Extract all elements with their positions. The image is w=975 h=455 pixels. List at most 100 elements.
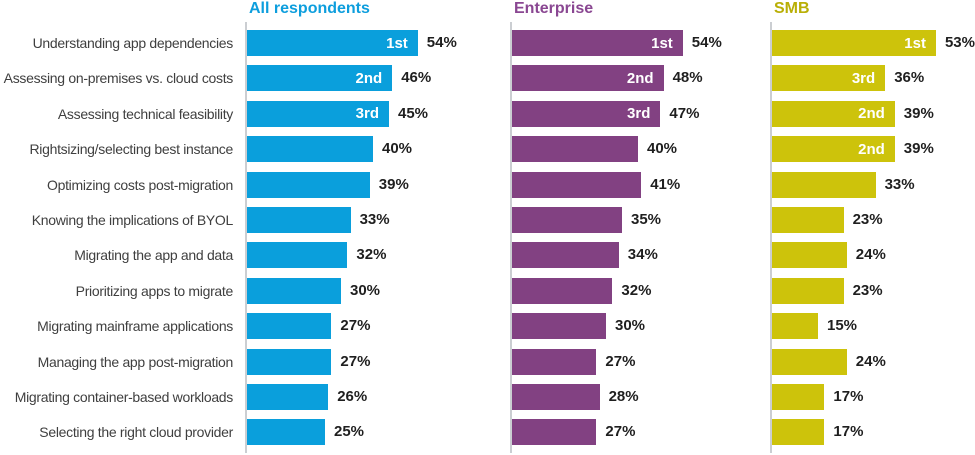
category-label-row: Prioritizing apps to migrate [0,278,234,313]
value-label: 30% [350,281,381,299]
bar-row: 23% [770,277,975,313]
bar-all-respondents [245,383,329,410]
bar-row: 2nd 39% [770,100,975,136]
bar-all-respondents [245,419,325,446]
value-label: 40% [382,140,413,158]
bar-row: 24% [770,242,975,277]
bar-smb [770,206,844,233]
bar-row: 34% [510,242,770,277]
value-label: 17% [833,387,864,405]
bar-all-respondents [245,348,332,375]
value-label: 33% [359,210,390,228]
value-label: 39% [903,140,934,158]
bar-rows-enterprise: 1st 54% 2nd 48% 3rd 47% 40% 41% 35% 34% 32% 30% 27% 2… [510,30,770,455]
rank-badge: 2nd [858,140,885,158]
category-label-row: Understanding app dependencies [0,30,234,65]
bar-all-respondents [245,313,332,340]
bar-all-respondents [245,171,370,198]
category-label-row: Optimizing costs post-migration [0,172,233,207]
rank-badge: 2nd [858,105,885,123]
bar-enterprise [510,206,622,233]
category-label: Assessing on-premises vs. cloud costs [3,70,234,87]
rank-badge: 3rd [355,105,379,123]
rank-badge: 1st [651,34,673,52]
bar-row: 28% [510,383,770,419]
series-header-all-respondents: All respondents [249,0,370,17]
value-label: 32% [356,246,387,264]
value-label: 28% [608,387,639,405]
bar-row: 3rd 47% [510,100,770,136]
bar-smb [770,419,825,446]
bar-smb [770,383,825,410]
bar-enterprise [510,171,642,198]
bar-rows-smb: 1st 53% 3rd 36% 2nd 39% 2nd 39% 33% 23% 24% 23% 15% 2… [770,30,975,455]
category-label: Managing the app post-migration [37,353,234,370]
bar-all-respondents: 2nd [245,65,393,92]
bar-row: 32% [245,242,510,277]
y-axis-line [770,22,772,453]
value-label: 27% [340,317,371,335]
y-axis-line [510,22,512,453]
series-header-smb: SMB [774,0,810,17]
bar-all-respondents [245,277,341,304]
series-column-smb: SMB 1st 53% 3rd 36% 2nd 39% 2nd 39% 33% 23% 24% 23%… [770,0,975,455]
value-label: 48% [672,69,703,87]
bar-enterprise [510,348,597,375]
value-label: 39% [378,175,409,193]
value-label: 23% [852,281,883,299]
bar-row: 1st 54% [510,30,770,65]
bar-smb [770,242,847,269]
bar-enterprise: 3rd [510,100,661,127]
category-label: Prioritizing apps to migrate [75,282,234,299]
value-label: 35% [631,210,662,228]
bar-enterprise [510,383,600,410]
bar-row: 25% [245,419,510,454]
bar-row: 24% [770,348,975,384]
bar-row: 33% [245,206,510,242]
value-label: 26% [337,387,368,405]
bar-row: 27% [510,419,770,454]
bar-all-respondents [245,136,373,163]
category-label-row: Rightsizing/selecting best instance [0,136,233,171]
category-label-row: Assessing technical feasibility [0,101,233,136]
category-label: Understanding app dependencies [32,35,234,51]
bar-row: 30% [245,277,510,313]
bar-smb [770,313,818,340]
bar-enterprise [510,313,606,340]
rank-badge: 1st [386,34,408,52]
value-label: 27% [340,352,371,370]
value-label: 30% [615,317,646,335]
bar-row: 15% [770,313,975,348]
bar-row: 27% [245,313,510,348]
value-label: 15% [827,317,858,335]
bar-enterprise [510,419,597,446]
value-label: 32% [621,281,652,299]
value-label: 54% [426,34,457,51]
value-label: 17% [833,423,864,441]
value-label: 47% [669,104,700,122]
value-label: 46% [401,69,432,87]
category-label: Migrating mainframe applications [37,318,233,335]
rank-badge: 3rd [851,69,876,87]
bar-row: 40% [245,136,510,171]
rank-badge: 2nd [355,69,383,87]
y-axis-line [245,22,247,453]
bar-row: 1st 53% [770,30,975,65]
rank-badge: 1st [904,34,926,52]
category-label-row: Managing the app post-migration [0,349,234,384]
bar-enterprise [510,136,638,163]
bar-row: 3rd 36% [770,65,975,100]
bar-row: 17% [770,419,975,454]
category-labels-column: Understanding app dependencies Assessing … [0,0,245,455]
value-label: 27% [605,352,636,370]
value-label: 39% [903,104,934,122]
category-label: Migrating the app and data [74,247,233,264]
bar-row: 41% [510,171,770,207]
bar-enterprise [510,277,613,304]
bar-smb [770,171,876,198]
category-label-row: Migrating mainframe applications [0,313,233,348]
value-label: 24% [855,352,886,370]
bar-row: 33% [770,171,975,207]
bar-row: 27% [245,348,510,384]
